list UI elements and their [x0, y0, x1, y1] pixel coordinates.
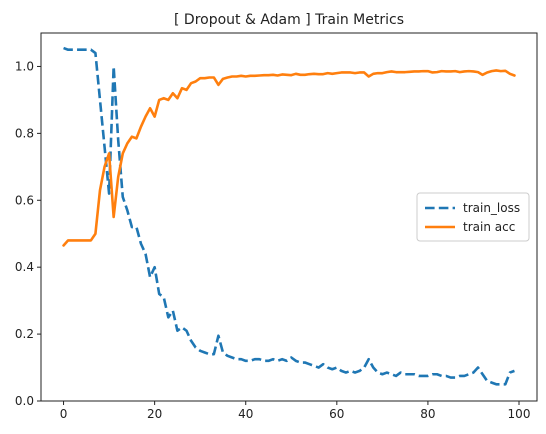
- x-tick-label: 40: [238, 407, 253, 421]
- y-tick-label: 0.8: [15, 126, 34, 140]
- axes-frame: [40, 32, 538, 402]
- y-tick-label: 0.4: [15, 260, 34, 274]
- x-tick-label: 80: [420, 407, 435, 421]
- plot-area: [62, 46, 516, 386]
- series-line-train-acc: [62, 69, 516, 247]
- y-tick-label: 0.0: [15, 394, 34, 408]
- legend-label: train acc: [463, 220, 515, 234]
- x-tick-label: 60: [329, 407, 344, 421]
- legend-label: train_loss: [463, 201, 520, 215]
- y-tick-label: 1.0: [15, 59, 34, 73]
- x-tick-label: 20: [147, 407, 162, 421]
- x-tick-label: 0: [60, 407, 68, 421]
- series-line-train-loss: [63, 46, 515, 386]
- legend-box: [416, 192, 530, 242]
- chart-title: [ Dropout & Adam ] Train Metrics: [174, 12, 404, 28]
- axes: 0 20 40 60 80 100 0.0 0.2 0.4 0.6 0.8 1.0: [15, 32, 538, 421]
- y-tick-label: 0.2: [15, 327, 34, 341]
- x-tick-label: 100: [508, 407, 531, 421]
- y-tick-label: 0.6: [15, 193, 34, 207]
